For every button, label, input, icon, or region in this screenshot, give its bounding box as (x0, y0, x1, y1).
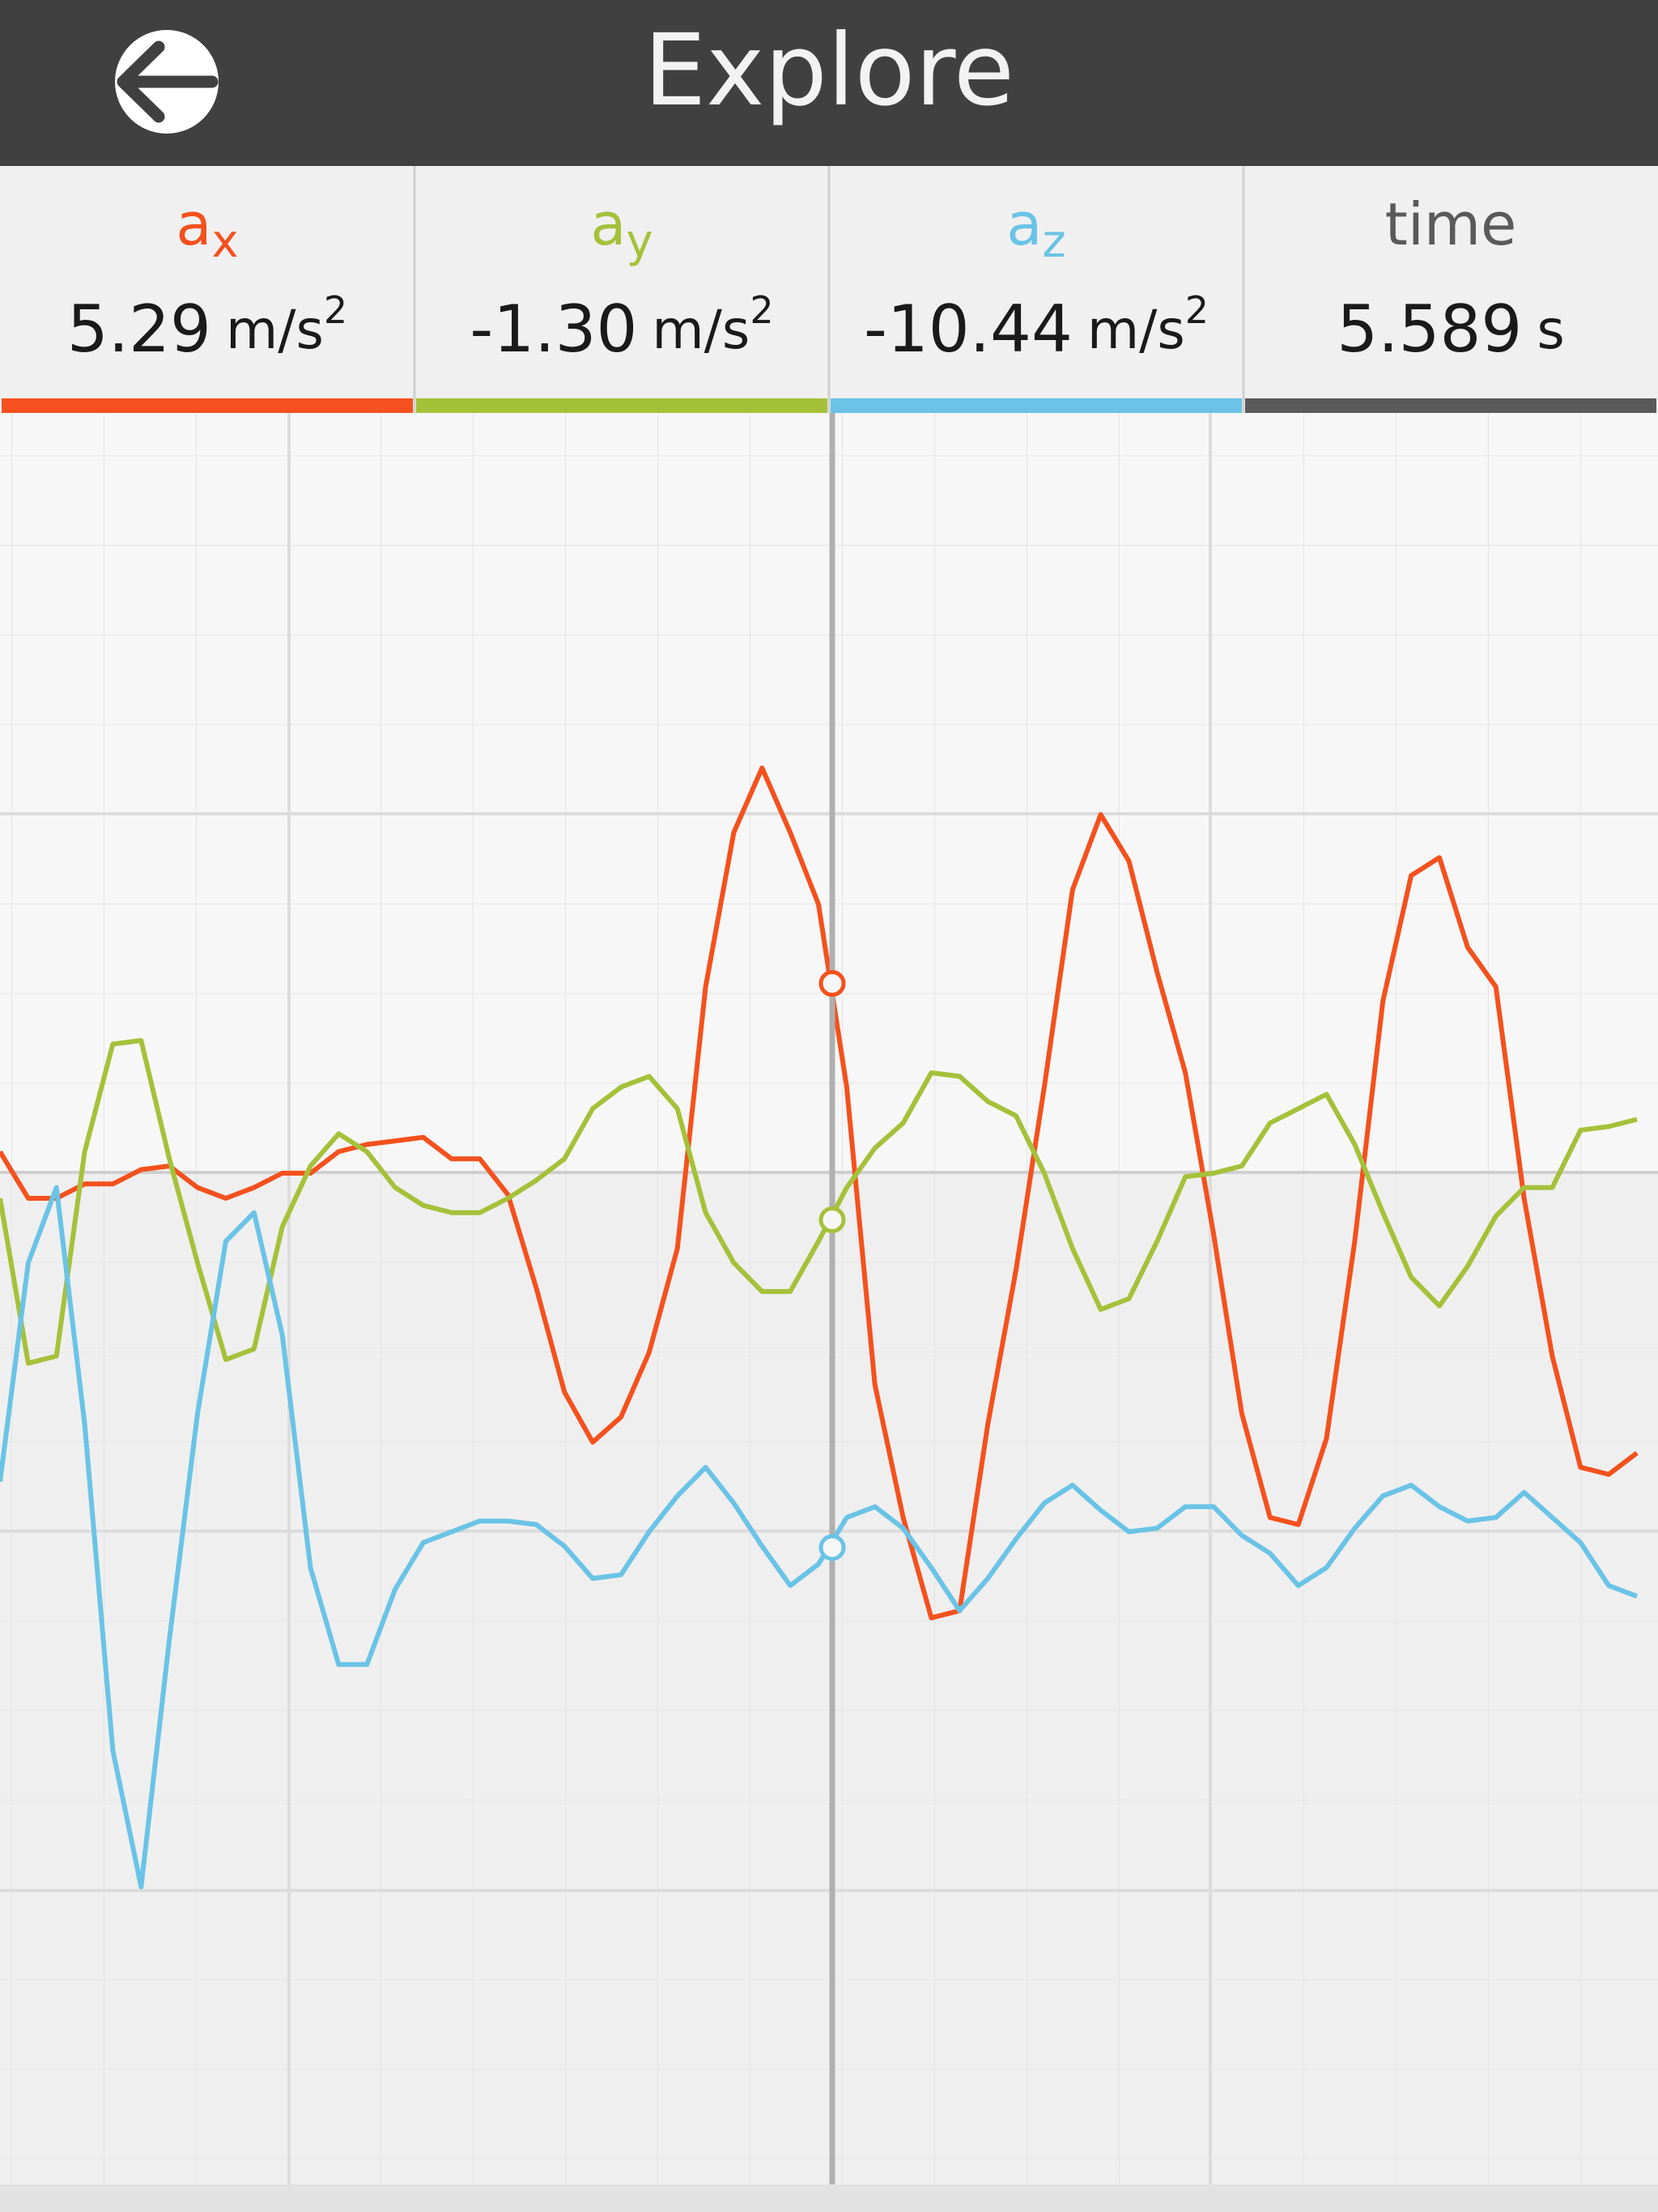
readout-value: 5.589 (1337, 291, 1522, 367)
readout-label: time (1385, 190, 1517, 258)
major-grid (0, 413, 1658, 2184)
readout-value-line: 5.589 s (1337, 291, 1564, 367)
back-button[interactable] (115, 30, 219, 134)
series-line (0, 1038, 1638, 1366)
header-title: Explore (644, 13, 1014, 128)
cursor-marker (818, 1534, 846, 1561)
readout-color-bar (831, 398, 1242, 413)
cursor-marker (818, 970, 846, 998)
plot-area[interactable] (0, 413, 1639, 2184)
readout-label: az (1006, 190, 1066, 269)
readout-symbol: a (590, 190, 626, 258)
readout-value-line: -10.44 m/s2 (864, 288, 1209, 367)
readout-unit-power: 2 (1185, 288, 1209, 332)
readout-unit-power: 2 (324, 288, 347, 332)
readout-unit-power: 2 (750, 288, 773, 332)
readout-value: 5.29 (67, 291, 211, 367)
readout-unit: s (1537, 299, 1564, 361)
readout-value: -1.30 (470, 291, 637, 367)
readout-label: ax (176, 190, 238, 269)
readout-unit: m/s (652, 299, 750, 361)
readout-value-line: 5.29 m/s2 (67, 288, 347, 367)
readout-symbol: a (176, 190, 211, 258)
readout-value: -10.44 (864, 291, 1073, 367)
readout-unit: m/s (226, 299, 324, 361)
readout-color-bar (416, 398, 827, 413)
readout-subscript: y (626, 215, 653, 268)
scroll-strip (0, 2184, 1658, 2212)
readout-value-line: -1.30 m/s2 (470, 288, 773, 367)
readout-symbol: a (1006, 190, 1042, 258)
minor-grid (0, 413, 1658, 2184)
readout-subscript: z (1042, 215, 1065, 268)
readout-color-bar (2, 398, 413, 413)
cursor-marker (818, 1206, 846, 1234)
readout-color-bar (1245, 398, 1656, 413)
readout-symbol: time (1385, 190, 1517, 258)
readout-unit: m/s (1087, 299, 1185, 361)
readout-label: ay (590, 190, 653, 269)
header-bar (0, 0, 1658, 166)
readout-subscript: x (211, 215, 238, 268)
series-line (0, 1185, 1639, 1890)
